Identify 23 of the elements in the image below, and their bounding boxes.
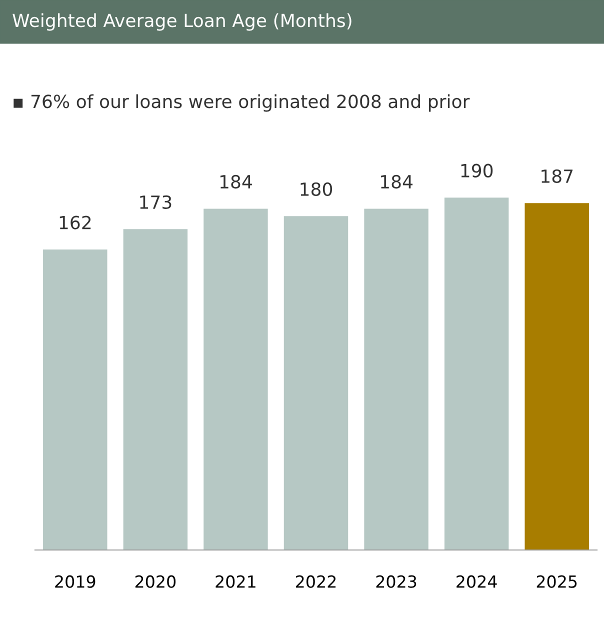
data-label: 162: [60, 216, 91, 230]
bar: [43, 250, 108, 550]
bar: [444, 198, 509, 550]
bar: [364, 208, 428, 550]
data-label: 187: [542, 169, 573, 184]
x-tick-label: 2023: [376, 575, 416, 588]
x-tick-label: 2024: [456, 575, 497, 588]
x-tick-label: 2019: [55, 575, 96, 588]
data-label: 184: [220, 174, 252, 189]
x-tick-label: 2021: [216, 575, 256, 588]
chart-title: Weighted Average Loan Age (Months): [12, 13, 352, 31]
bar: [123, 229, 188, 550]
chart-subtitle: ▪ 76% of our loans were originated 2008 and prior: [14, 94, 470, 112]
data-label: 184: [381, 174, 413, 189]
x-tick-label: 2022: [296, 575, 336, 588]
data-label: 180: [300, 182, 332, 196]
bar: [524, 203, 589, 550]
x-tick-label: 2020: [135, 575, 176, 588]
x-tick-label: 2025: [536, 575, 577, 588]
data-label: 190: [461, 164, 493, 178]
bar: [284, 216, 348, 550]
bar: [204, 208, 268, 550]
data-label: 173: [140, 195, 172, 209]
